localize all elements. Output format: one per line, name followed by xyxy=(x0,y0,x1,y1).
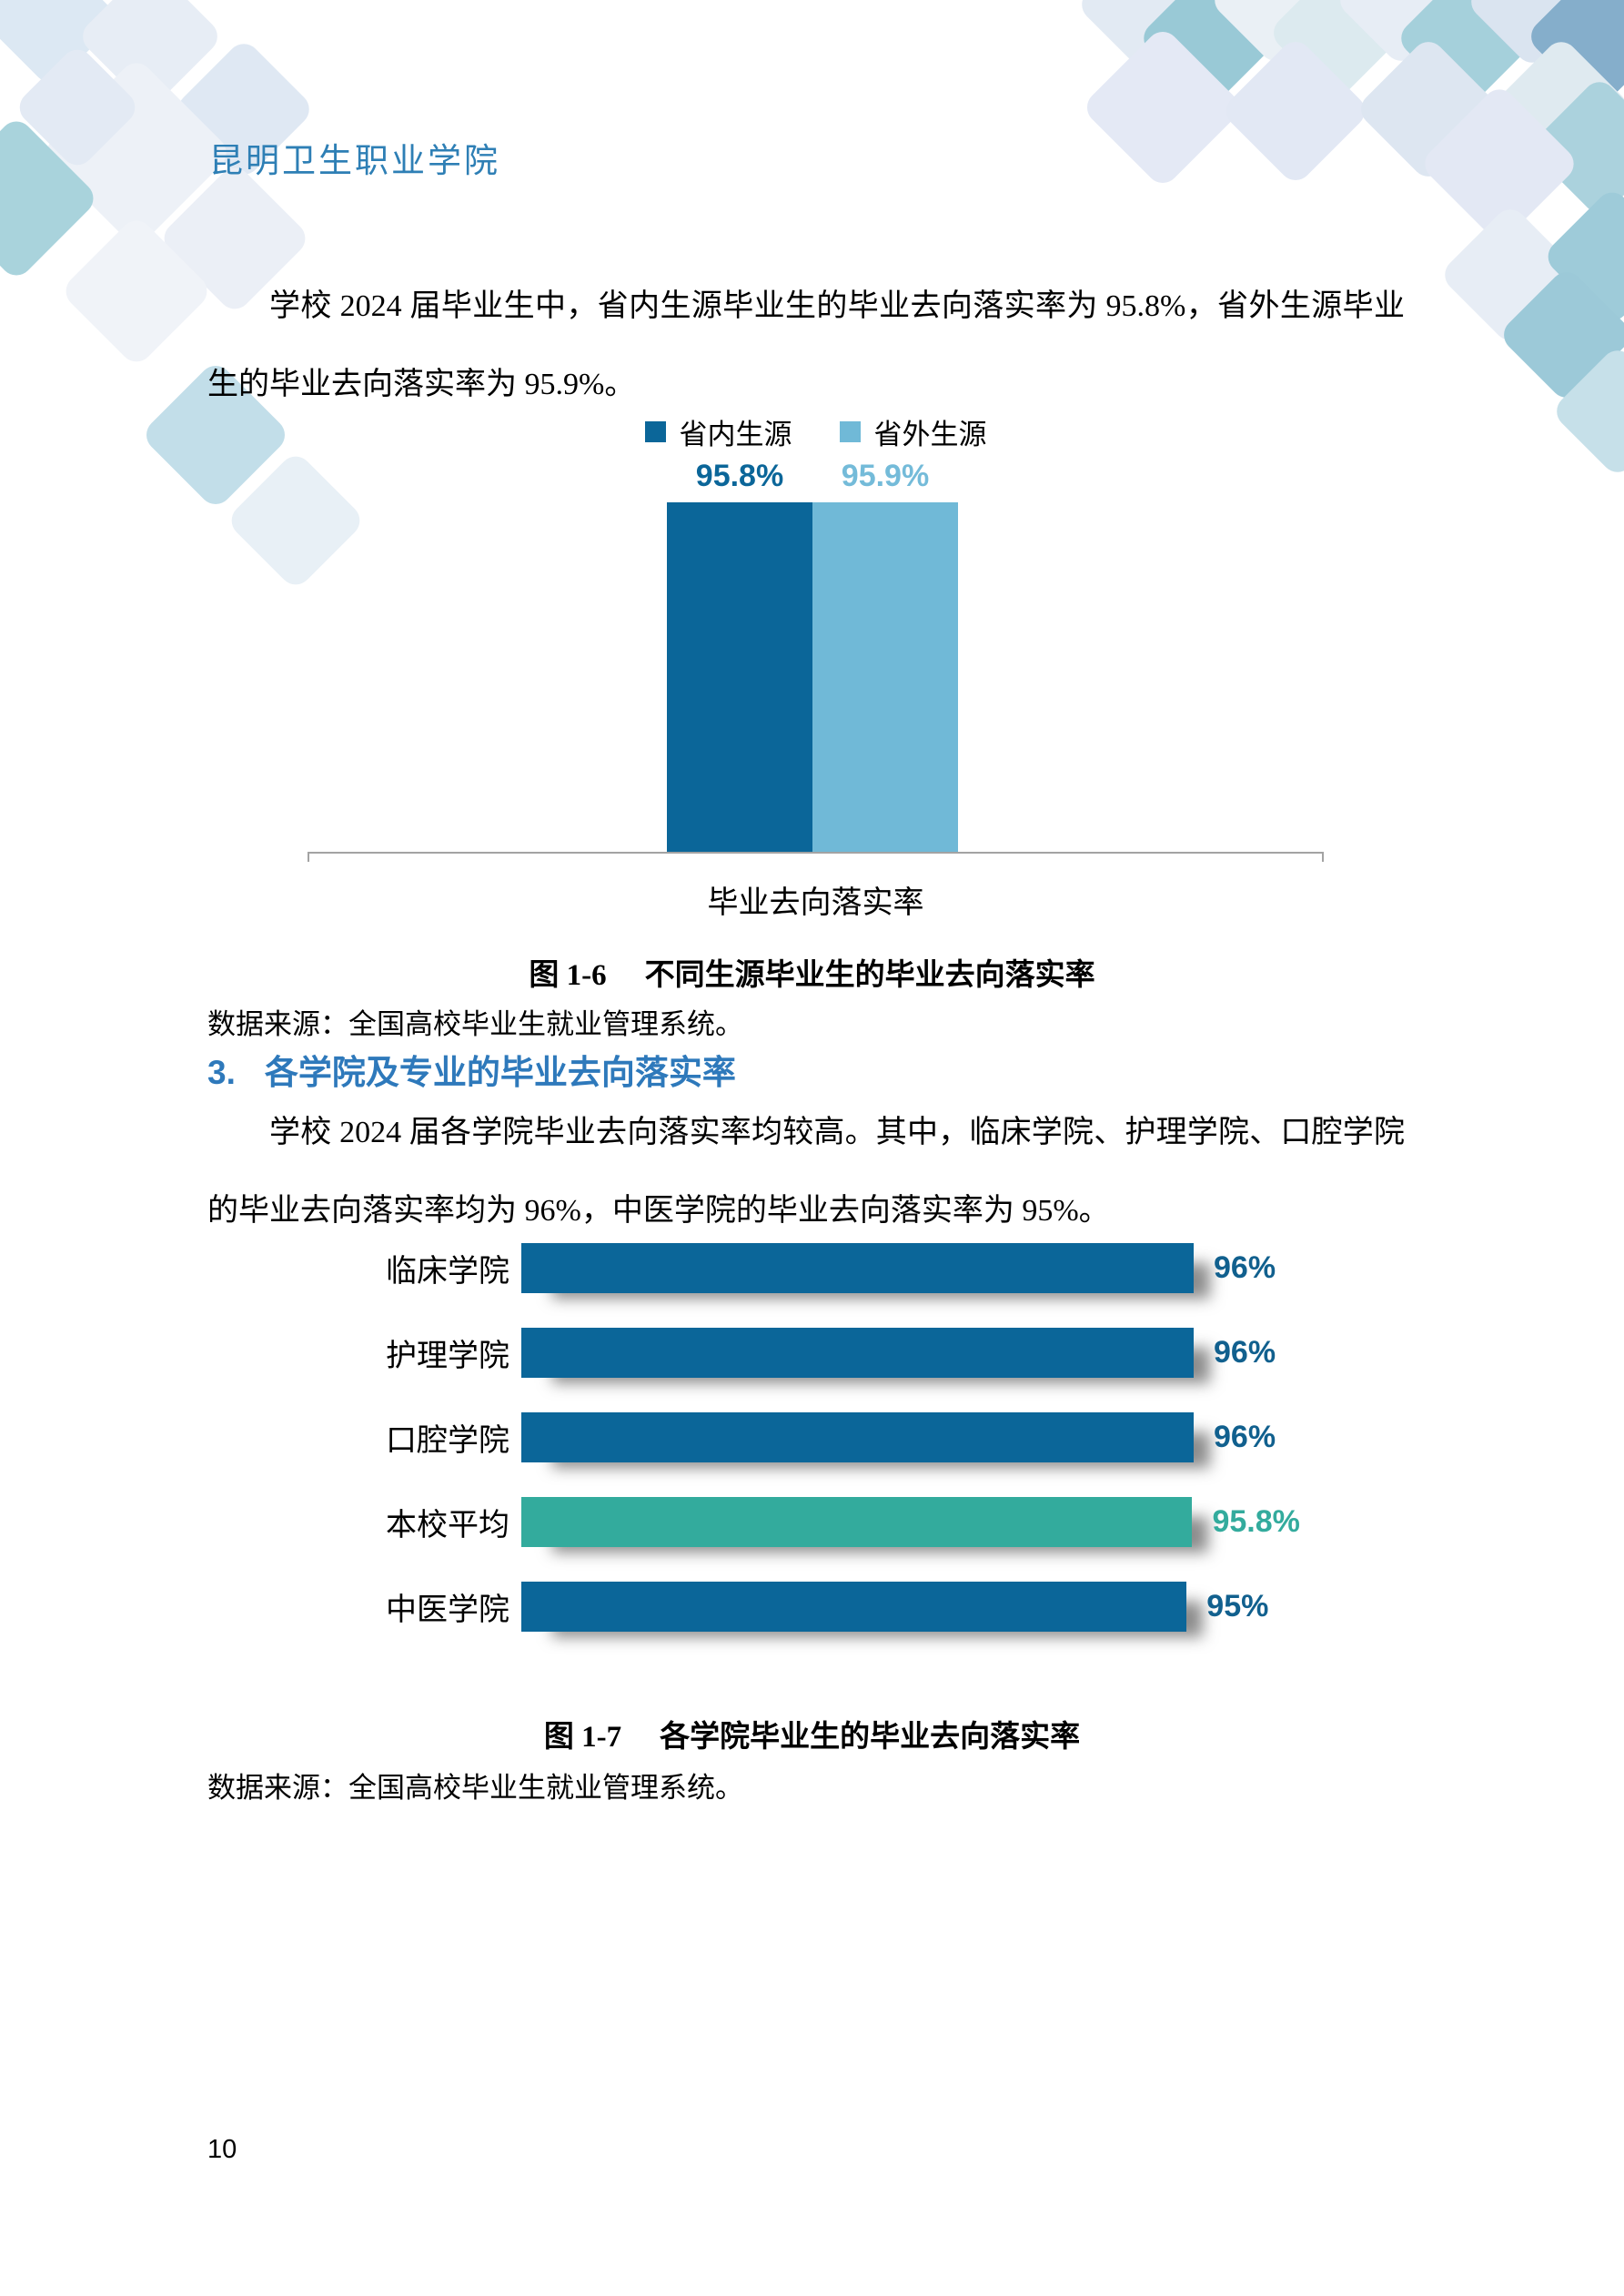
section-heading-title: 各学院及专业的毕业去向落实率 xyxy=(264,1054,736,1091)
figure-caption-tag: 图 1-7 xyxy=(543,1721,622,1754)
chart-row: 护理学院 96% xyxy=(328,1328,1419,1378)
bar-value-label: 96% xyxy=(1214,1250,1276,1285)
bar-nursing-college xyxy=(521,1328,1194,1378)
legend-label: 省外生源 xyxy=(873,419,987,450)
x-axis-category-label: 毕业去向落实率 xyxy=(707,886,924,920)
legend-item-province-inside: 省内生源 xyxy=(644,411,792,452)
chart-row: 中医学院 95% xyxy=(328,1582,1419,1632)
figure-1-7-chart: 临床学院 96% 护理学院 96% 口腔学院 96% 本校平均 95.8% 中医… xyxy=(328,1243,1419,1666)
intro-paragraph: 学校 2024 届毕业生中，省内生源毕业生的毕业去向落实率为 95.8%，省外生… xyxy=(207,289,1405,401)
figure-1-6-chart: 省内生源 省外生源 95.8% 95.9% 毕业去向落实率 xyxy=(308,411,1324,966)
chart-row: 口腔学院 96% xyxy=(328,1412,1419,1462)
section-heading: 3. 各学院及专业的毕业去向落实率 xyxy=(207,1045,736,1094)
data-source-note: 数据来源：全国高校毕业生就业管理系统。 xyxy=(207,1772,743,1804)
legend-item-province-outside: 省外生源 xyxy=(839,411,987,452)
chart-row: 临床学院 96% xyxy=(328,1243,1419,1293)
category-label: 中医学院 xyxy=(386,1593,509,1627)
x-axis-line xyxy=(308,852,1324,862)
figure-caption: 图 1-7 各学院毕业生的毕业去向落实率 xyxy=(0,1712,1624,1755)
data-source-note: 数据来源：全国高校毕业生就业管理系统。 xyxy=(207,1008,743,1040)
section-heading-number: 3. xyxy=(207,1054,236,1091)
legend-swatch-icon xyxy=(839,421,861,442)
bar-stomatology-college xyxy=(521,1412,1194,1462)
legend-label: 省内生源 xyxy=(679,419,792,450)
bar-province-inside xyxy=(667,502,812,852)
page-number: 10 xyxy=(207,2135,237,2164)
bar-clinical-college xyxy=(521,1243,1194,1293)
section-paragraph: 学校 2024 届各学院毕业去向落实率均较高。其中，临床学院、护理学院、口腔学院… xyxy=(207,1116,1405,1228)
category-label: 临床学院 xyxy=(386,1255,509,1289)
bar-tcm-college xyxy=(521,1582,1187,1632)
bar-school-average xyxy=(521,1497,1193,1547)
category-label: 护理学院 xyxy=(386,1340,509,1373)
bar-value-label: 95.8% xyxy=(1212,1504,1300,1539)
bar-province-outside xyxy=(812,502,958,852)
category-label: 口腔学院 xyxy=(386,1424,509,1458)
figure-caption: 图 1-6 不同生源毕业生的毕业去向落实率 xyxy=(0,950,1624,994)
category-label: 本校平均 xyxy=(386,1509,509,1542)
bar-value-label: 95.8% xyxy=(695,459,784,493)
figure-caption-title: 各学院毕业生的毕业去向落实率 xyxy=(660,1721,1081,1754)
chart-legend: 省内生源 省外生源 xyxy=(308,411,1324,452)
figure-caption-tag: 图 1-6 xyxy=(529,959,607,992)
bar-value-label: 95.9% xyxy=(841,459,930,493)
bar-value-label: 96% xyxy=(1214,1420,1276,1454)
bar-value-label: 95% xyxy=(1206,1589,1269,1623)
bar-value-label: 96% xyxy=(1214,1335,1276,1370)
chart-row: 本校平均 95.8% xyxy=(328,1497,1419,1547)
legend-swatch-icon xyxy=(644,421,666,442)
figure-caption-title: 不同生源毕业生的毕业去向落实率 xyxy=(644,959,1095,992)
page-header-org-name: 昆明卫生职业学院 xyxy=(209,143,500,180)
